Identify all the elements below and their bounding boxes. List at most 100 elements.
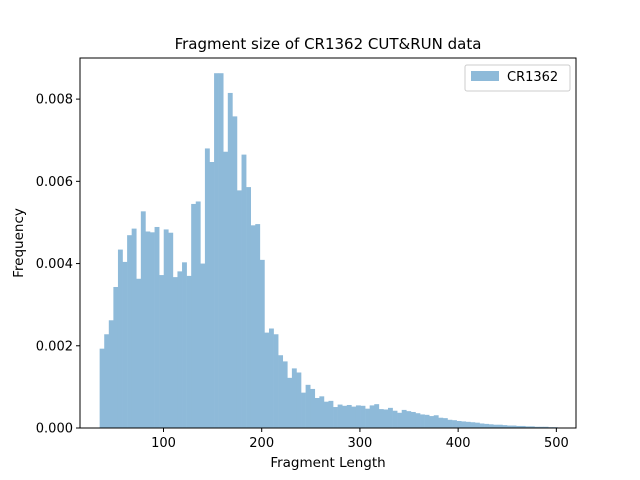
histogram-bar: [214, 73, 219, 429]
histogram-bar: [511, 425, 517, 428]
y-axis-label: Frequency: [11, 208, 27, 278]
histogram-bar: [223, 151, 229, 429]
histogram-bar: [484, 423, 489, 428]
histogram-bar: [131, 228, 137, 428]
histogram-bar: [438, 417, 444, 428]
y-tick-label: 0.000: [36, 422, 73, 437]
histogram-bar: [154, 226, 160, 428]
histogram-bar: [374, 404, 380, 428]
histogram-bar: [250, 225, 256, 428]
histogram-bar: [282, 361, 288, 428]
histogram-bar: [461, 421, 467, 428]
histogram-bar: [351, 406, 357, 428]
histogram-bar: [369, 405, 375, 428]
histogram-bar: [122, 261, 128, 428]
histogram-bar: [301, 392, 306, 428]
histogram-bar: [310, 388, 316, 428]
histogram-bar: [433, 415, 439, 428]
histogram-bar: [516, 425, 522, 428]
histogram-bar: [319, 396, 325, 428]
histogram-bar: [539, 426, 544, 428]
histogram-bar: [502, 425, 508, 428]
histogram-bar: [383, 409, 389, 428]
histogram-bar: [420, 414, 425, 428]
histogram-bar: [241, 154, 247, 429]
histogram-bar: [360, 405, 366, 428]
y-tick-label: 0.002: [36, 339, 73, 354]
y-axis-ticks: 0.000 0.002 0.004 0.006 0.008: [36, 93, 80, 437]
histogram-bar: [136, 278, 142, 428]
histogram-bar: [520, 425, 526, 428]
chart-title: Fragment size of CR1362 CUT&RUN data: [175, 35, 482, 53]
histogram-bar: [424, 414, 430, 428]
histogram-bar: [278, 355, 284, 428]
histogram-bar: [543, 426, 549, 428]
histogram-bar: [506, 425, 512, 428]
legend-label: CR1362: [507, 70, 558, 85]
histogram-bar: [99, 348, 105, 428]
histogram-bar: [401, 409, 407, 428]
histogram-bar: [255, 224, 261, 428]
histogram-bar: [333, 407, 338, 428]
histogram-bar: [442, 418, 448, 428]
histogram-bar: [337, 404, 343, 428]
histogram-bar: [200, 263, 206, 428]
x-axis-ticks: 100 200 300 400 500: [151, 428, 569, 451]
x-tick-label: 300: [348, 436, 373, 451]
histogram-bars: [99, 73, 558, 429]
histogram-bar: [177, 271, 183, 428]
y-tick-label: 0.008: [36, 93, 73, 108]
histogram-bar: [342, 405, 348, 428]
histogram-bar: [365, 408, 370, 428]
legend: CR1362: [464, 64, 571, 92]
histogram-bar: [104, 334, 110, 428]
y-tick-label: 0.006: [36, 175, 73, 190]
histogram-bar: [195, 201, 201, 428]
histogram-bar: [232, 116, 238, 428]
histogram-bar: [452, 420, 457, 428]
x-tick-label: 200: [249, 436, 274, 451]
histogram-bar: [209, 162, 215, 428]
histogram-bar: [346, 404, 352, 428]
histogram-bar: [378, 409, 384, 428]
histogram-bar: [291, 368, 297, 428]
histogram-bar: [236, 190, 242, 428]
histogram-bar: [410, 411, 416, 428]
histogram-bar: [108, 320, 114, 428]
x-tick-label: 100: [151, 436, 176, 451]
histogram-bar: [204, 148, 210, 428]
histogram-bar: [168, 232, 174, 428]
histogram-bar: [392, 410, 398, 428]
histogram-bar: [415, 413, 421, 428]
histogram-bar: [227, 92, 233, 428]
histogram-bar: [497, 424, 503, 428]
histogram-bar: [149, 232, 155, 428]
histogram-bar: [159, 275, 165, 428]
histogram-bar: [529, 426, 535, 428]
x-tick-label: 500: [544, 436, 569, 451]
histogram-bar: [323, 401, 329, 428]
histogram-bar: [140, 211, 146, 428]
histogram-bar: [246, 187, 251, 428]
histogram-bar: [397, 412, 403, 428]
histogram-bar: [470, 422, 476, 428]
histogram-bar: [273, 334, 279, 428]
histogram-bar: [474, 422, 480, 428]
histogram-bar: [259, 259, 265, 428]
histogram-bar: [387, 407, 393, 428]
histogram-bar: [488, 424, 494, 428]
histogram-bar: [447, 419, 453, 428]
histogram-bar: [525, 426, 531, 428]
histogram-bar: [287, 377, 293, 428]
x-axis-label: Fragment Length: [270, 455, 385, 471]
histogram-bar: [355, 405, 361, 428]
histogram-bar: [456, 421, 462, 428]
histogram-bar: [296, 372, 302, 428]
histogram-bar: [268, 328, 274, 428]
histogram-bar: [479, 423, 485, 428]
histogram-bar: [127, 235, 132, 428]
histogram-bar: [113, 286, 119, 428]
histogram-bar: [172, 277, 178, 428]
histogram-bar: [182, 262, 187, 428]
